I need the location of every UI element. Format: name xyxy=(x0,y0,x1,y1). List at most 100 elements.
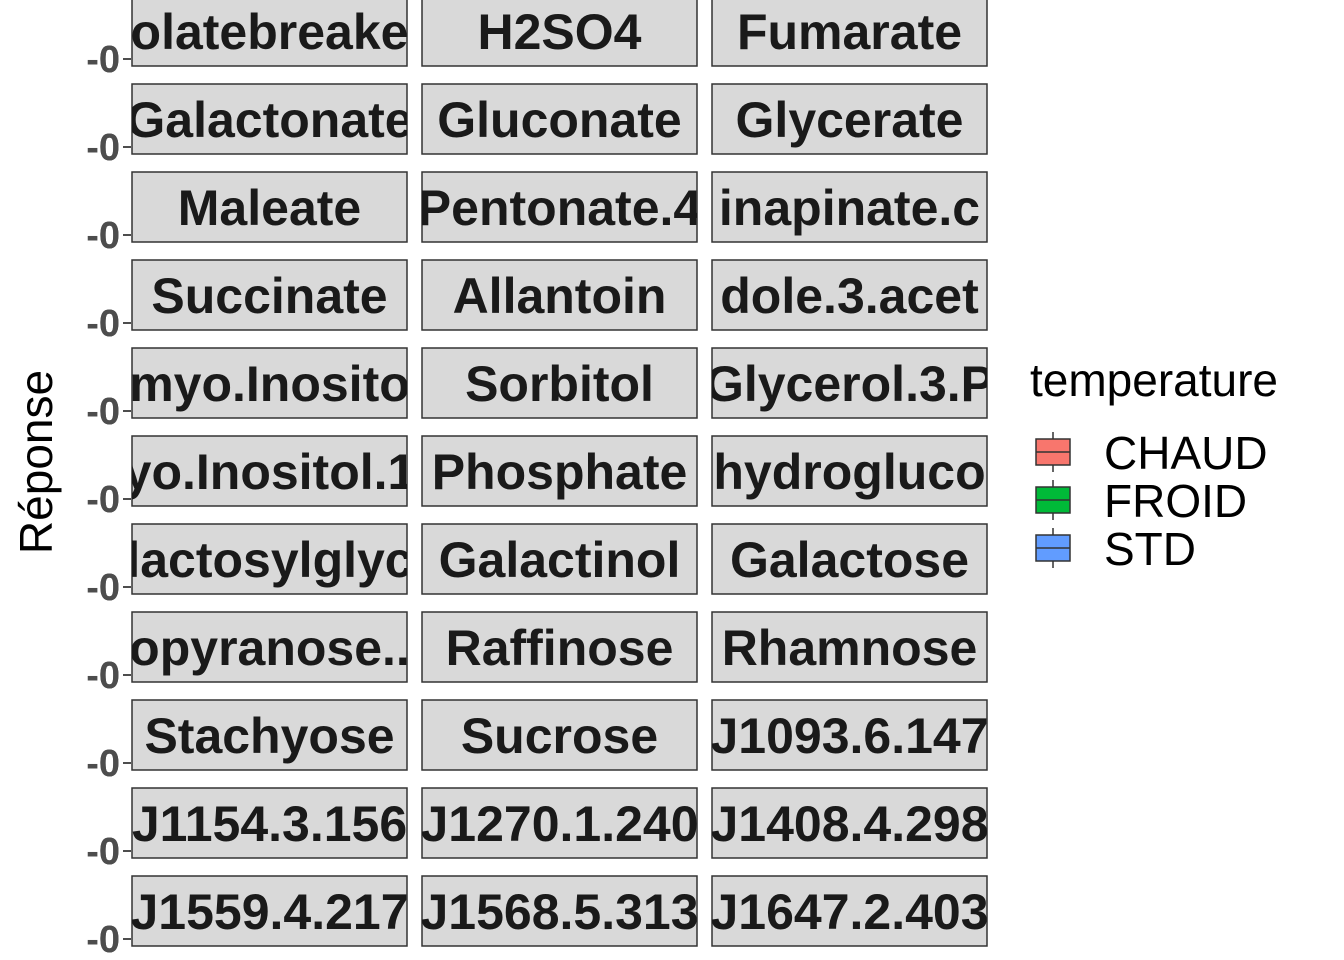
facet-panel: Pentonate.4 xyxy=(421,171,698,243)
facet-panel: Glycerol.3.P xyxy=(705,347,994,419)
facet-strip xyxy=(421,523,698,595)
y-tick-label: -0 xyxy=(86,303,120,345)
y-axis: -00-00-00-00-00-00-00-00-00-00-00 xyxy=(86,39,131,960)
facet-panel: Succinate xyxy=(131,259,408,331)
facet-panel: lactosylglyc xyxy=(126,523,412,595)
facet-panel: Maleate xyxy=(131,171,408,243)
y-tick-label: -0 xyxy=(86,655,120,697)
facet-strip-label: J1559.4.217 xyxy=(130,884,408,940)
facet-strip-label: opyranose.. xyxy=(129,620,410,676)
facet-panel: Galactinol xyxy=(421,523,698,595)
facet-panel: J1093.6.147 xyxy=(710,699,988,771)
y-tick-label: 0 xyxy=(99,831,120,873)
facet-panel: inapinate.c xyxy=(711,171,988,243)
facet-strip xyxy=(421,435,698,507)
facet-strip-label: dole.3.acet xyxy=(720,268,979,324)
facet-panel: dole.3.acet xyxy=(711,259,988,331)
facet-panel: Galactose xyxy=(711,523,988,595)
legend-label: CHAUD xyxy=(1104,427,1268,479)
facet-strip-label: Sorbitol xyxy=(465,356,654,412)
y-tick-label: -0 xyxy=(86,215,120,257)
facet-strip-label: Galactinol xyxy=(439,532,681,588)
facet-strip xyxy=(711,171,988,243)
facet-strip-label: Succinate xyxy=(151,268,387,324)
facet-strip-label: Fumarate xyxy=(737,4,962,60)
facet-strip xyxy=(711,347,988,419)
facet-strip-label: Galactonate xyxy=(126,92,412,148)
facet-panels: olatebreake H2SO4 Fumarate Galactonate Gluco… xyxy=(124,0,994,947)
y-tick-label: -0 xyxy=(86,479,120,521)
facet-panel: J1408.4.298 xyxy=(710,787,988,859)
y-tick-label: -0 xyxy=(86,831,120,873)
facet-strip xyxy=(421,0,698,67)
facet-strip-label: J1408.4.298 xyxy=(710,796,988,852)
y-tick-label: 0 xyxy=(99,919,120,960)
facet-panel: Fumarate xyxy=(711,0,988,67)
facet-strip xyxy=(711,611,988,683)
y-tick-label: -0 xyxy=(86,743,120,785)
y-tick-label: 0 xyxy=(99,391,120,433)
facet-strip xyxy=(131,259,408,331)
facet-strip-label: J1154.3.156 xyxy=(132,796,407,852)
legend-item: FROID xyxy=(1035,475,1247,527)
facet-strip-label: Glycerol.3.P xyxy=(705,356,994,412)
facet-strip xyxy=(131,787,408,859)
facet-strip-label: Gluconate xyxy=(437,92,681,148)
facet-strip xyxy=(421,83,698,155)
facet-panel: Glycerate xyxy=(711,83,988,155)
facet-strip-label: J1093.6.147 xyxy=(710,708,988,764)
facet-panel: J1647.2.403 xyxy=(711,875,988,947)
facet-strip-label: inapinate.c xyxy=(719,180,980,236)
facet-strip xyxy=(131,0,408,67)
facet-panel: Gluconate xyxy=(421,83,698,155)
facet-panel: J1559.4.217 xyxy=(130,875,408,947)
y-tick-label: -0 xyxy=(86,919,120,960)
facet-panel: J1568.5.313 xyxy=(420,875,698,947)
facet-strip-label: J1568.5.313 xyxy=(420,884,698,940)
y-axis-title: Réponse xyxy=(10,370,62,554)
facet-panel: Allantoin xyxy=(421,259,698,331)
facet-strip-label: olatebreake xyxy=(131,4,409,60)
facet-panel: Raffinose xyxy=(421,611,698,683)
facet-strip-label: hydrogluco xyxy=(713,444,985,500)
y-tick-label: 0 xyxy=(99,655,120,697)
facet-strip xyxy=(131,875,408,947)
y-tick-label: 0 xyxy=(99,39,120,81)
facet-strip xyxy=(131,523,408,595)
facet-strip xyxy=(711,523,988,595)
facet-strip-label: lactosylglyc xyxy=(126,532,412,588)
facet-strip xyxy=(421,787,698,859)
legend-label: FROID xyxy=(1104,475,1247,527)
facet-strip-label: Allantoin xyxy=(453,268,667,324)
facet-strip-label: Rhamnose xyxy=(722,620,978,676)
facet-strip-label: myo.Inosito xyxy=(129,356,410,412)
facet-panel: hydrogluco xyxy=(711,435,988,507)
facet-strip xyxy=(711,83,988,155)
facet-strip xyxy=(421,259,698,331)
facet-strip xyxy=(421,875,698,947)
legend-item: STD xyxy=(1035,523,1196,575)
facet-strip xyxy=(711,699,988,771)
facet-panel: Sucrose xyxy=(421,699,698,771)
facet-panel: Galactonate xyxy=(126,83,412,155)
y-tick-label: 0 xyxy=(99,127,120,169)
facet-strip xyxy=(421,171,698,243)
facet-panel: yo.Inositol.1 xyxy=(124,435,416,507)
facet-panel: J1154.3.156 xyxy=(131,787,408,859)
facet-panel: Sorbitol xyxy=(421,347,698,419)
y-tick-label: 0 xyxy=(99,479,120,521)
y-tick-label: 0 xyxy=(99,303,120,345)
y-tick-label: -0 xyxy=(86,391,120,433)
facet-strip xyxy=(711,259,988,331)
facet-strip xyxy=(421,611,698,683)
facet-panel: J1270.1.240 xyxy=(421,787,698,859)
facet-strip xyxy=(131,171,408,243)
facet-strip-label: H2SO4 xyxy=(478,4,642,60)
facet-strip xyxy=(131,435,408,507)
facet-strip xyxy=(421,347,698,419)
facet-panel: Phosphate xyxy=(421,435,698,507)
facet-strip xyxy=(711,875,988,947)
facet-strip-label: yo.Inositol.1 xyxy=(124,444,416,500)
facet-strip xyxy=(131,699,408,771)
